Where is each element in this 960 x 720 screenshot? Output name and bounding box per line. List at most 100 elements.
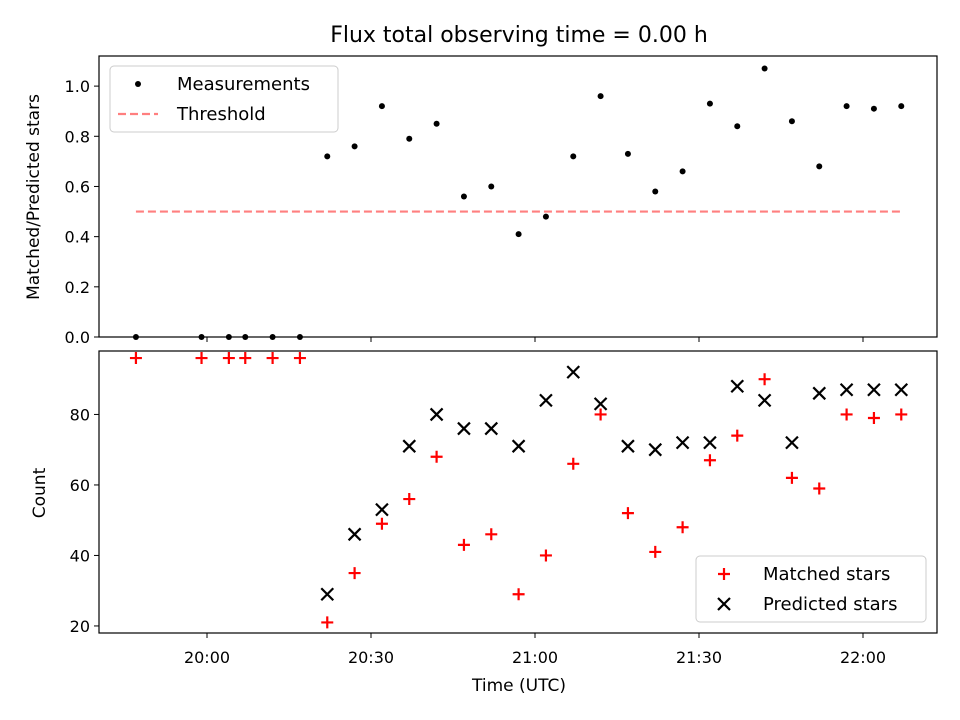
measurement-point bbox=[870, 105, 877, 112]
ratio-panel: 0.0 0.2 0.4 0.6 0.8 1.0 Measurements Threshold bbox=[65, 55, 938, 347]
measurement-point bbox=[296, 334, 303, 340]
measurement-point bbox=[198, 334, 205, 340]
matched-star-point bbox=[567, 457, 580, 470]
predicted-star-point bbox=[457, 421, 471, 436]
x-axis-label: Time (UTC) bbox=[471, 676, 566, 696]
matched-star-point bbox=[293, 352, 306, 365]
y-tick-label: 1.0 bbox=[65, 77, 90, 96]
measurement-point bbox=[570, 153, 577, 160]
matched-star-point bbox=[758, 373, 771, 386]
legend-label-predicted-stars: Predicted stars bbox=[763, 594, 897, 615]
matched-star-point bbox=[239, 352, 252, 365]
measurement-point bbox=[542, 213, 549, 220]
predicted-star-point bbox=[839, 382, 854, 397]
x-tick-label: 21:00 bbox=[512, 648, 558, 667]
predicted-star-point bbox=[511, 439, 526, 453]
axes-frame bbox=[98, 55, 938, 338]
legend-box bbox=[695, 555, 927, 623]
predicted-star-point bbox=[375, 502, 389, 517]
predicted-star-point bbox=[648, 442, 663, 457]
matched-star-point bbox=[266, 352, 279, 365]
matched-star-point bbox=[321, 616, 334, 629]
predicted-star-point bbox=[867, 382, 881, 397]
legend-box bbox=[109, 65, 339, 133]
matched-star-point bbox=[676, 521, 689, 534]
y-tick-label: 80 bbox=[70, 405, 90, 424]
predicted-star-point bbox=[347, 527, 362, 542]
measurement-point bbox=[132, 334, 139, 340]
legend: Measurements Threshold bbox=[109, 65, 339, 133]
measurement-point bbox=[816, 163, 823, 170]
measurement-point bbox=[624, 150, 631, 157]
legend: Matched stars Predicted stars bbox=[695, 555, 927, 623]
measurement-point bbox=[679, 168, 686, 175]
measurement-point bbox=[788, 118, 795, 125]
measurement-point bbox=[324, 153, 331, 160]
measurement-point bbox=[378, 103, 385, 110]
predicted-star-point bbox=[402, 439, 417, 453]
measurement-point bbox=[242, 334, 249, 340]
legend-label-threshold: Threshold bbox=[176, 104, 266, 125]
matched-star-point bbox=[457, 538, 470, 551]
measurement-point bbox=[843, 103, 850, 110]
legend-marker-x bbox=[717, 597, 731, 611]
y-tick-label: 0.2 bbox=[65, 278, 90, 297]
matched-star-point bbox=[375, 517, 388, 530]
predicted-star-point bbox=[812, 386, 827, 401]
matched-star-point bbox=[840, 408, 853, 421]
measurement-point bbox=[898, 103, 905, 110]
measurement-point bbox=[225, 334, 232, 340]
matched-star-point bbox=[785, 471, 798, 484]
predicted-star-point bbox=[320, 587, 335, 602]
predicted-star-point bbox=[593, 397, 608, 411]
measurement-point bbox=[515, 231, 522, 238]
predicted-star-point bbox=[429, 407, 444, 422]
measurement-point bbox=[351, 143, 358, 150]
y-tick-label: 20 bbox=[70, 617, 90, 636]
measurement-point bbox=[406, 135, 413, 142]
y-tick-label: 0.4 bbox=[65, 228, 90, 247]
matched-star-point bbox=[867, 411, 880, 424]
y-tick-label: 0.0 bbox=[65, 328, 90, 347]
measurement-point bbox=[706, 100, 713, 107]
bottom-y-axis-label: Count bbox=[30, 467, 50, 518]
predicted-star-point bbox=[675, 435, 690, 450]
count-panel: 20 40 60 80 20:00 20:30 21:00 21:30 22:00 Matched… bbox=[70, 350, 938, 667]
measurement-point bbox=[761, 65, 768, 72]
x-tick-label: 20:00 bbox=[184, 648, 230, 667]
matched-star-point bbox=[222, 352, 235, 365]
predicted-star-point bbox=[703, 435, 717, 450]
predicted-star-point bbox=[621, 439, 635, 453]
legend-label-matched-stars: Matched stars bbox=[763, 564, 890, 585]
y-tick-label: 40 bbox=[70, 546, 90, 565]
matched-star-point bbox=[348, 567, 361, 580]
matched-star-point bbox=[594, 408, 607, 421]
measurement-point bbox=[488, 183, 495, 190]
x-tick-label: 20:30 bbox=[348, 648, 394, 667]
matched-star-point bbox=[129, 352, 142, 365]
matched-star-point bbox=[539, 549, 552, 562]
measurement-point bbox=[460, 193, 467, 200]
top-y-axis-label: Matched/Predicted stars bbox=[24, 94, 44, 300]
measurement-point bbox=[597, 93, 604, 100]
y-tick-label: 0.8 bbox=[65, 127, 90, 146]
x-tick-label: 21:30 bbox=[676, 648, 722, 667]
matched-star-point bbox=[430, 450, 443, 463]
predicted-star-point bbox=[757, 393, 772, 408]
legend-marker-dot bbox=[135, 81, 141, 87]
measurement-point bbox=[433, 120, 440, 127]
axes-frame bbox=[98, 350, 938, 634]
predicted-star-point bbox=[894, 382, 909, 397]
predicted-star-point bbox=[539, 393, 553, 408]
matched-star-point bbox=[195, 352, 208, 365]
matched-star-point bbox=[403, 493, 416, 506]
matched-star-point bbox=[895, 408, 908, 421]
matched-star-point bbox=[731, 429, 744, 442]
predicted-star-point bbox=[730, 379, 745, 394]
measurement-point bbox=[652, 188, 659, 195]
y-tick-label: 60 bbox=[70, 476, 90, 495]
predicted-star-point bbox=[484, 421, 499, 436]
matched-star-point bbox=[649, 545, 662, 558]
legend-label-measurements: Measurements bbox=[177, 74, 310, 95]
